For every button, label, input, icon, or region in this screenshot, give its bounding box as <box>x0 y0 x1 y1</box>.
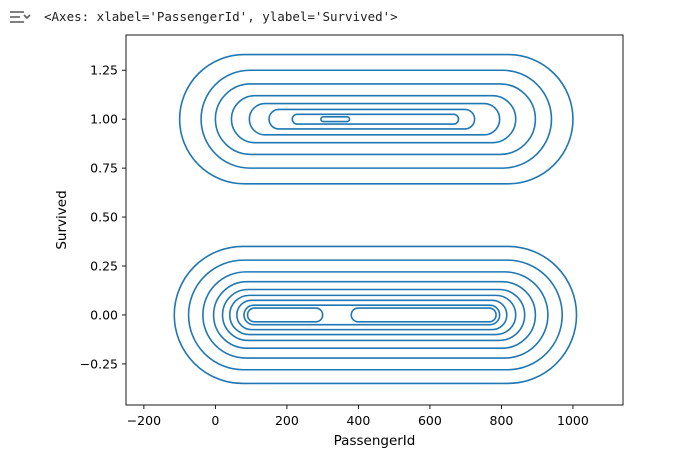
contour-ring <box>291 113 460 125</box>
x-tick-label: 200 <box>275 413 299 428</box>
contour-ring <box>187 259 564 371</box>
x-tick-label: 800 <box>490 413 514 428</box>
x-ticks: −200 0 200 400 600 800 1000 <box>127 405 589 428</box>
contour-lines <box>173 53 578 385</box>
y-tick-label: 0.00 <box>90 307 118 322</box>
y-tick-label: 1.25 <box>90 63 118 78</box>
x-tick-label: 0 <box>211 413 219 428</box>
contour-ring <box>230 94 517 144</box>
contour-ring <box>243 304 501 326</box>
y-tick-label: 0.75 <box>90 161 118 176</box>
contour-ring <box>200 69 553 169</box>
y-tick-label: −0.25 <box>80 356 118 371</box>
contour-ring <box>221 288 526 342</box>
y-tick-label: 1.00 <box>90 112 118 127</box>
contour-ring <box>173 245 578 385</box>
y-axis-label: Survived <box>54 190 70 249</box>
axes-frame <box>125 34 624 406</box>
contour-ring <box>248 102 501 136</box>
y-tick-label: 0.25 <box>90 259 118 274</box>
contour-ring <box>178 53 574 185</box>
contour-ring <box>212 280 537 350</box>
x-axis-label: PassengerId <box>334 433 416 449</box>
output-text: <Axes: xlabel='PassengerId', ylabel='Sur… <box>44 9 398 24</box>
contour-ring <box>202 271 549 359</box>
y-ticks: −0.25 0.00 0.25 0.50 0.75 1.00 1.25 <box>80 63 126 371</box>
y-tick-label: 0.50 <box>90 210 118 225</box>
contour-ring <box>214 83 537 156</box>
contour-ring <box>236 299 508 331</box>
contour-ring <box>268 108 476 130</box>
contour-lobe <box>246 307 324 323</box>
contour-lobe <box>350 307 497 323</box>
x-tick-label: 1000 <box>557 413 589 428</box>
contour-ring <box>320 116 351 123</box>
x-tick-label: 400 <box>346 413 370 428</box>
output-expand-icon[interactable] <box>8 8 32 28</box>
contour-ring <box>228 294 517 336</box>
x-tick-label: −200 <box>127 413 161 428</box>
x-tick-label: 600 <box>418 413 442 428</box>
